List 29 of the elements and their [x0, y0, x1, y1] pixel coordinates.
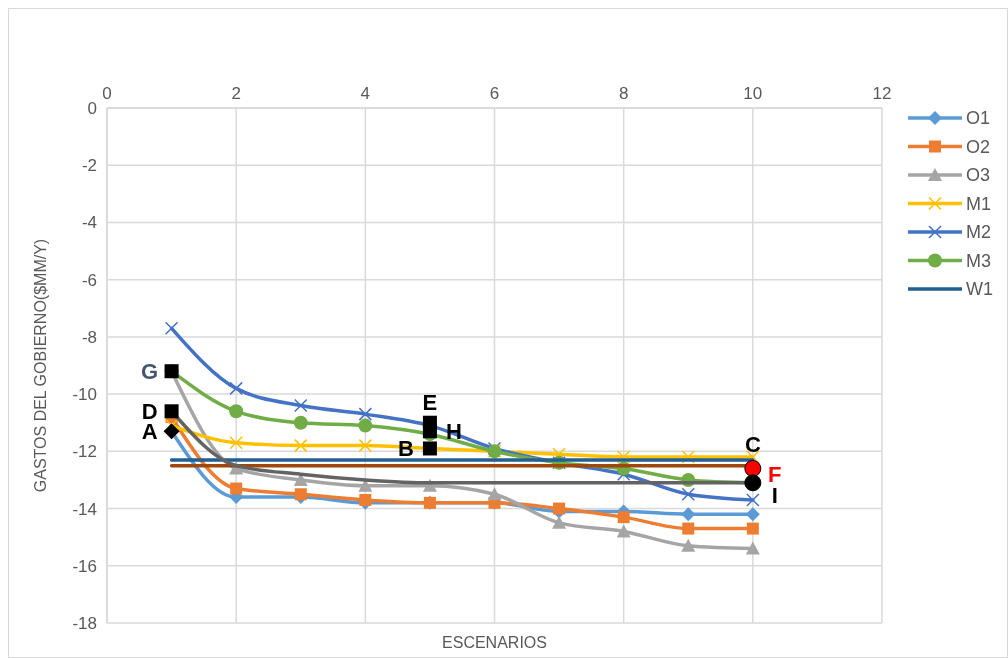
y-tick-label: -4 [81, 213, 97, 233]
x-tick-label: 0 [102, 84, 112, 103]
annotation: E [422, 390, 438, 416]
legend-label: O2 [966, 136, 991, 157]
y-tick-label: -14 [72, 499, 97, 519]
y-tick-label: -6 [81, 270, 97, 290]
y-tick-label: -16 [72, 556, 97, 576]
legend-label: W1 [966, 279, 993, 300]
legend-label: M2 [966, 222, 992, 243]
y-tick-label: -12 [72, 442, 97, 462]
y-tick-label: -18 [72, 613, 97, 633]
y-axis-title: GASTOS DEL GOBIERNO($MM/Y) [32, 238, 49, 493]
x-tick-label: 8 [618, 84, 629, 103]
x-axis-title: ESCENARIOS [442, 634, 547, 651]
annotation: C [744, 431, 761, 457]
x-tick-label: 10 [743, 84, 763, 103]
y-tick-label: 0 [87, 98, 97, 118]
x-tick-label: 4 [360, 84, 371, 103]
legend-label: M3 [966, 250, 992, 271]
y-tick-label: -10 [72, 385, 97, 405]
legend-label: M1 [966, 193, 992, 214]
y-tick-label: -2 [81, 156, 97, 176]
legend-label: O1 [966, 108, 991, 129]
legend-label: O3 [966, 165, 991, 186]
annotation: G [141, 358, 159, 384]
y-tick-label: -8 [81, 327, 97, 347]
x-tick-label: 12 [872, 84, 892, 103]
x-tick-label: 6 [489, 84, 500, 103]
x-tick-label: 2 [231, 84, 241, 103]
